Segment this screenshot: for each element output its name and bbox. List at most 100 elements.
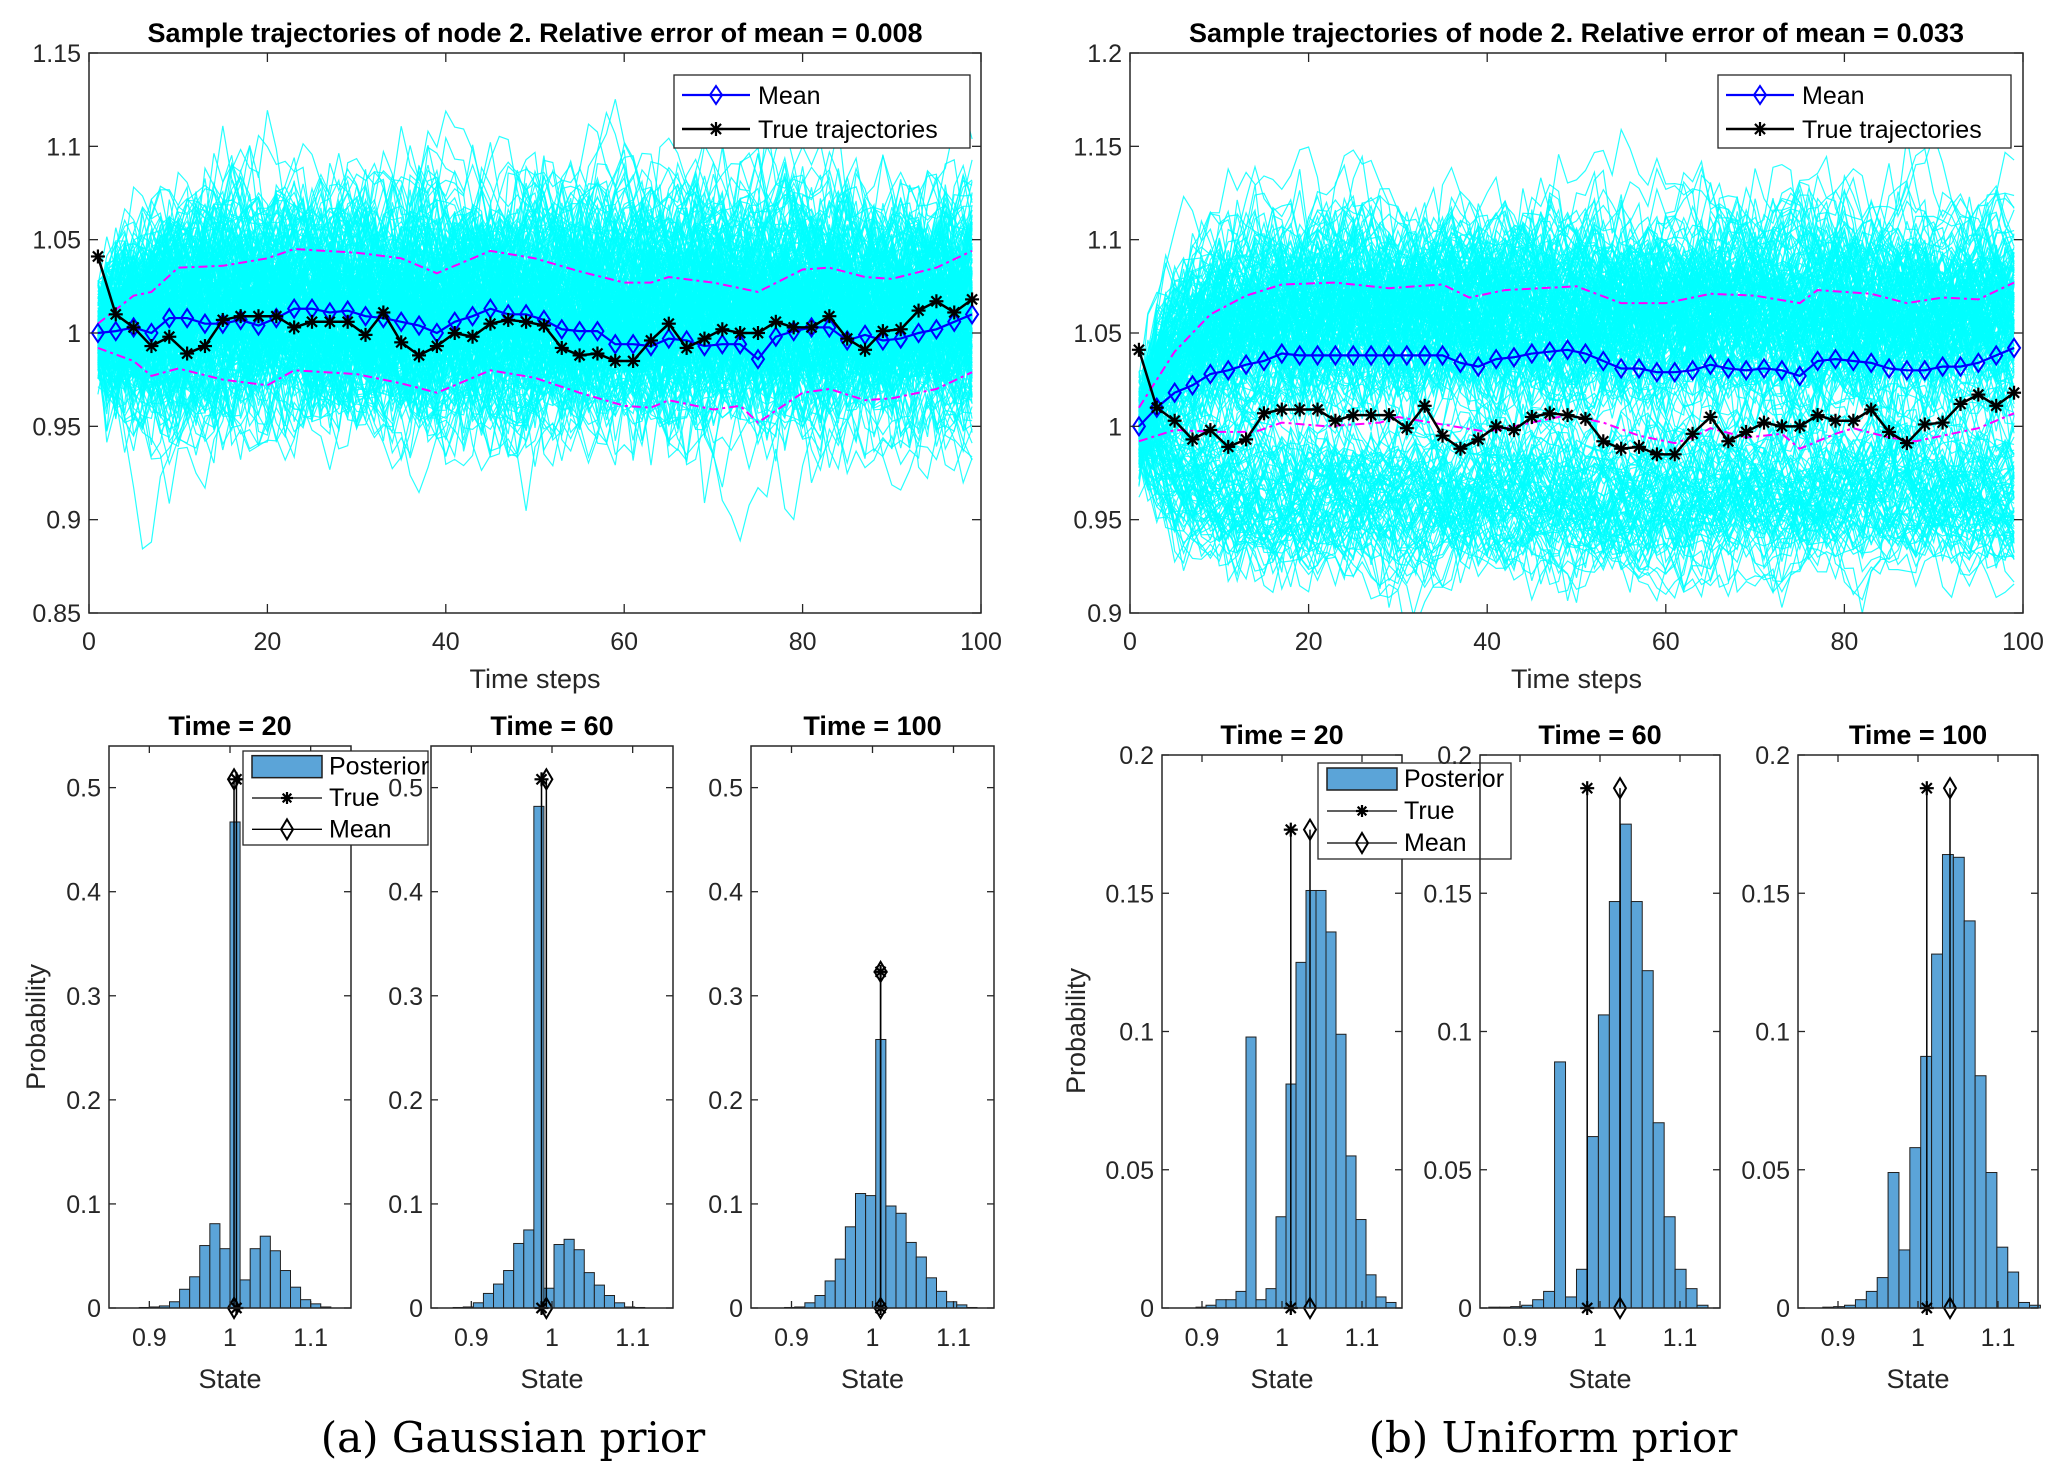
histogram-bar bbox=[249, 1248, 261, 1309]
histogram-bar bbox=[209, 1223, 221, 1309]
mean-point bbox=[715, 333, 730, 356]
mean-marker bbox=[539, 1296, 554, 1320]
histogram-legend: Posterior True Mean bbox=[242, 750, 429, 846]
mean-point bbox=[964, 303, 980, 326]
true-point bbox=[501, 312, 516, 327]
histogram-bar bbox=[300, 1299, 312, 1309]
histogram-title: Time = 20 bbox=[1220, 720, 1343, 750]
histogram-bar bbox=[1265, 1288, 1277, 1309]
mean-point bbox=[1417, 344, 1432, 367]
true-point bbox=[1256, 406, 1271, 421]
sample-trajectory bbox=[1138, 182, 2015, 421]
histogram-bar bbox=[1275, 1216, 1287, 1309]
legend-posterior-label: Posterior bbox=[1404, 765, 1504, 793]
y-tick-label: 0.1 bbox=[66, 1191, 101, 1219]
mean-point bbox=[1738, 359, 1754, 382]
mean-point bbox=[1453, 352, 1468, 374]
mean-point bbox=[1810, 350, 1825, 372]
true-point bbox=[1792, 419, 1807, 434]
true-point bbox=[1381, 408, 1396, 423]
histogram-bar bbox=[1941, 854, 1954, 1309]
histogram-bar bbox=[563, 1238, 575, 1309]
true-point bbox=[1721, 434, 1736, 449]
histogram-bar bbox=[1295, 961, 1307, 1309]
true-point bbox=[394, 335, 409, 350]
x-axis-label: State bbox=[1886, 1364, 1949, 1394]
sample-trajectory bbox=[1138, 415, 2015, 558]
true-point bbox=[287, 320, 302, 335]
true-point bbox=[1953, 396, 1968, 411]
y-tick-label: 0.1 bbox=[1437, 1019, 1472, 1047]
lower-bound-line bbox=[97, 346, 973, 424]
y-tick-label: 0.05 bbox=[1105, 1157, 1154, 1185]
x-axis-label: State bbox=[198, 1364, 261, 1394]
mean-point bbox=[358, 305, 373, 328]
mean-line bbox=[1138, 346, 2015, 428]
true-point bbox=[144, 339, 159, 354]
true-point bbox=[412, 348, 427, 363]
histogram-bar bbox=[179, 1288, 191, 1309]
true-point bbox=[340, 314, 355, 329]
legend-true-label: True bbox=[1404, 797, 1454, 825]
mean-point bbox=[1131, 415, 1147, 438]
y-tick-label: 0.3 bbox=[388, 983, 423, 1011]
mean-point bbox=[1792, 365, 1807, 387]
sample-trajectory bbox=[97, 211, 973, 379]
histogram-bar bbox=[1543, 1290, 1556, 1309]
y-tick-label: 0.05 bbox=[1741, 1157, 1790, 1185]
histogram-title: Time = 20 bbox=[168, 711, 291, 741]
histogram-bar bbox=[1225, 1299, 1237, 1309]
sample-trajectory bbox=[1138, 222, 2015, 440]
true-point bbox=[1971, 387, 1986, 402]
mean-point bbox=[1596, 350, 1611, 372]
histogram-bar bbox=[290, 1286, 302, 1309]
true-point bbox=[1524, 410, 1539, 424]
x-tick-label: 60 bbox=[1652, 628, 1680, 656]
true-point bbox=[519, 314, 534, 329]
histogram-bar bbox=[573, 1249, 585, 1309]
mean-marker bbox=[1942, 776, 1958, 801]
true-point bbox=[483, 316, 498, 331]
y-tick-label: 0.95 bbox=[1073, 507, 1122, 535]
x-tick-label: 0 bbox=[82, 628, 96, 656]
plot-title: Sample trajectories of node 2. Relative … bbox=[1189, 18, 1964, 48]
histogram-bar bbox=[1597, 1014, 1610, 1309]
axes-box bbox=[430, 745, 674, 1309]
true-point bbox=[786, 320, 801, 335]
true-point bbox=[1399, 421, 1414, 436]
true-point bbox=[322, 314, 337, 329]
histogram-b-time20: 0.9 1 1.1 0 0.05 0.1 0.15 0.2 Time = 20 State Prob… bbox=[1061, 720, 1403, 1394]
true-point bbox=[1292, 402, 1307, 417]
x-tick-label: 0.9 bbox=[1185, 1324, 1220, 1352]
histogram-a-time20: 0.9 1 1.1 0 0.1 0.2 0.3 0.4 0.5 Time = 20 State Pro… bbox=[21, 711, 352, 1394]
histogram-bar bbox=[1586, 1136, 1599, 1309]
true-point bbox=[1489, 419, 1504, 434]
histogram-bar bbox=[905, 1241, 917, 1309]
histogram-bar bbox=[1865, 1290, 1878, 1309]
true-point bbox=[1882, 424, 1897, 439]
histogram-bar bbox=[1652, 1122, 1665, 1309]
sample-trajectories bbox=[1138, 127, 2015, 613]
histogram-bar bbox=[513, 1242, 525, 1309]
x-tick-label: 0.9 bbox=[454, 1324, 489, 1352]
mean-marker bbox=[1302, 817, 1318, 842]
sample-trajectory bbox=[1138, 375, 2015, 544]
x-axis-label: State bbox=[520, 1364, 583, 1394]
histogram-bar bbox=[915, 1256, 927, 1309]
mean-marker bbox=[226, 767, 242, 792]
y-tick-label: 0.4 bbox=[708, 879, 743, 907]
mean-point bbox=[608, 333, 623, 356]
y-tick-label: 0.4 bbox=[66, 879, 101, 907]
histogram-bar bbox=[2018, 1301, 2031, 1309]
mean-point bbox=[465, 305, 480, 328]
y-tick-label: 0 bbox=[1776, 1295, 1790, 1323]
histogram-bar bbox=[854, 1193, 867, 1309]
mean-point bbox=[1953, 355, 1968, 378]
true-point bbox=[626, 354, 641, 368]
true-point bbox=[1703, 410, 1718, 424]
true-point bbox=[1542, 406, 1557, 421]
mean-point bbox=[1310, 344, 1325, 367]
histogram-bar bbox=[482, 1292, 495, 1309]
histogram-bar bbox=[1663, 1216, 1676, 1309]
x-axis-label: Time steps bbox=[469, 664, 600, 694]
